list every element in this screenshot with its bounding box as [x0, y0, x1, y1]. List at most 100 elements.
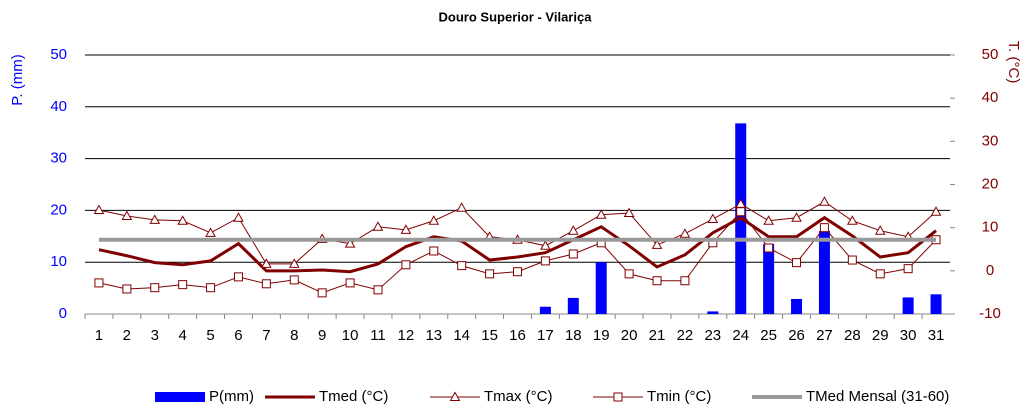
marker [177, 215, 189, 225]
y2-tick-label: 30 [982, 132, 999, 149]
marker [791, 212, 802, 222]
marker [764, 243, 774, 253]
y-axis-label: P. (mm) [9, 54, 26, 105]
marker [261, 258, 272, 268]
marker [288, 258, 300, 268]
marker [595, 209, 607, 219]
marker [847, 255, 857, 265]
marker [428, 215, 440, 225]
marker [540, 240, 551, 250]
marker [206, 283, 216, 293]
marker [400, 224, 412, 234]
y2-tick-label: 50 [982, 46, 999, 63]
y2-tick-label: -10 [979, 305, 1001, 322]
x-tick-label: 9 [318, 327, 326, 344]
marker [456, 202, 468, 212]
marker [513, 267, 522, 277]
legend-label: Tmed (°C) [319, 388, 388, 405]
marker [624, 269, 634, 279]
marker [736, 207, 746, 217]
bar [539, 306, 551, 314]
x-tick-label: 5 [206, 327, 214, 344]
y2-tick-label: 0 [986, 262, 994, 279]
marker [568, 249, 578, 259]
y-tick-label: 50 [50, 46, 67, 63]
marker [819, 196, 830, 206]
bar [902, 297, 914, 314]
x-tick-label: 8 [290, 327, 298, 344]
marker [652, 276, 662, 286]
x-tick-label: 22 [677, 327, 694, 344]
marker [846, 215, 858, 225]
x-tick-label: 18 [565, 327, 582, 344]
x-tick-label: 12 [398, 327, 415, 344]
legend-label: TMed Mensal (31-60) [806, 388, 949, 405]
bar [595, 262, 607, 314]
marker [930, 206, 942, 216]
marker [429, 246, 439, 256]
y2-tick-label: 20 [982, 175, 999, 192]
y-tick-label: 40 [50, 98, 67, 115]
bar [930, 294, 942, 314]
marker [623, 207, 635, 217]
marker [233, 272, 243, 282]
y-tick-label: 10 [50, 253, 67, 270]
marker [233, 212, 244, 222]
marker [121, 210, 133, 221]
marker [875, 269, 885, 279]
marker [93, 204, 105, 214]
marker [680, 276, 690, 286]
marker [567, 225, 579, 235]
legend-label: P(mm) [209, 388, 254, 405]
bar [791, 298, 803, 314]
bar [818, 231, 830, 314]
marker [874, 225, 886, 235]
x-tick-label: 17 [537, 327, 554, 344]
y2-tick-label: 40 [982, 89, 999, 106]
x-tick-label: 23 [704, 327, 721, 344]
marker [792, 258, 802, 268]
bar [763, 244, 775, 314]
x-tick-label: 26 [788, 327, 805, 344]
x-tick-label: 31 [928, 327, 945, 344]
x-tick-label: 4 [178, 327, 186, 344]
marker [149, 214, 161, 224]
marker [819, 223, 829, 233]
y-tick-label: 20 [50, 201, 67, 218]
marker [317, 288, 327, 298]
x-tick-label: 13 [425, 327, 442, 344]
marker [372, 221, 384, 231]
x-tick-label: 21 [649, 327, 666, 344]
y-tick-label: 0 [59, 305, 67, 322]
chart-title: Douro Superior - Vilariça [439, 9, 593, 24]
marker [178, 280, 188, 290]
x-tick-label: 3 [151, 327, 159, 344]
marker [373, 285, 383, 295]
marker [457, 261, 467, 271]
y2-axis-label: T. (°C) [1005, 41, 1022, 84]
marker [401, 260, 411, 270]
y2-tick-label: 10 [982, 219, 999, 236]
x-tick-label: 1 [95, 327, 103, 344]
bar [707, 311, 719, 314]
x-tick-label: 28 [844, 327, 861, 344]
marker [344, 238, 356, 248]
marker [903, 264, 913, 274]
legend-label: Tmin (°C) [647, 388, 711, 405]
marker [540, 256, 550, 266]
x-tick-label: 29 [872, 327, 889, 344]
x-tick-label: 16 [509, 327, 526, 344]
marker [150, 283, 160, 293]
line [98, 201, 937, 265]
legend-swatch [155, 392, 205, 402]
x-tick-label: 19 [593, 327, 610, 344]
marker [679, 228, 691, 238]
x-tick-label: 6 [234, 327, 242, 344]
x-tick-label: 11 [370, 327, 386, 344]
line [98, 215, 937, 274]
marker [345, 278, 355, 288]
x-tick-label: 24 [732, 327, 749, 344]
x-tick-label: 27 [816, 327, 833, 344]
marker [94, 278, 104, 288]
marker [289, 275, 299, 285]
